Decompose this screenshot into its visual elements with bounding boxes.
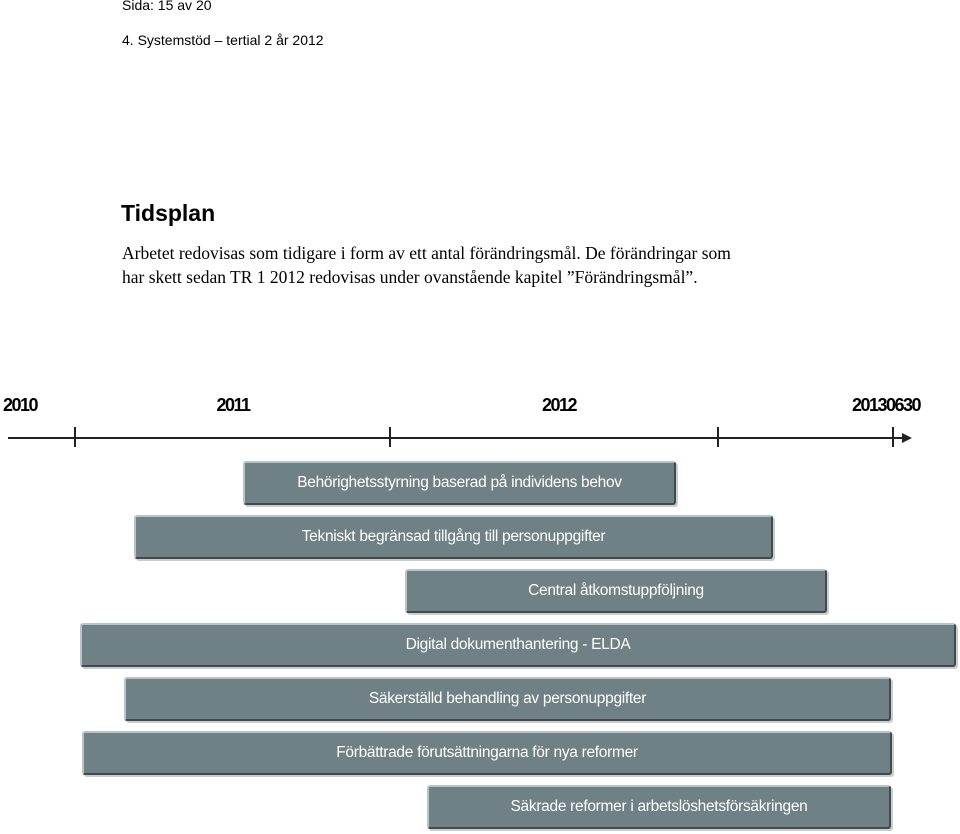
- timeline-bar-digital-dokument: Digital dokumenthantering - ELDA: [80, 623, 956, 667]
- body-paragraph: Arbetet redovisas som tidigare i form av…: [122, 243, 731, 287]
- timeline-tick: [74, 427, 76, 447]
- timeline-bar-forbattrade-forutsattningar: Förbättrade förutsättningarna för nya re…: [82, 731, 892, 775]
- timeline-bar-tekniskt-begransad: Tekniskt begränsad tillgång till personu…: [134, 515, 773, 559]
- timeline-bar-sakrade-reformer: Säkrade reformer i arbetslöshetsförsäkri…: [427, 785, 891, 829]
- page-number: Sida: 15 av 20: [122, 0, 212, 13]
- timeline-bar-sakerstalld-behandling: Säkerställd behandling av personuppgifte…: [124, 677, 891, 721]
- timeline-tick: [389, 427, 391, 447]
- timeline-year-2011: 2011: [216, 395, 251, 415]
- timeline-tick: [892, 427, 894, 447]
- timeline-axis: [8, 437, 906, 439]
- timeline-bar-central-atkomst: Central åtkomstuppföljning: [405, 569, 827, 613]
- section-label: 4. Systemstöd – tertial 2 år 2012: [122, 32, 324, 48]
- timeline-year-2012: 2012: [541, 395, 578, 415]
- timeline-tick: [717, 427, 719, 447]
- timeline-year-2010: 2010: [2, 395, 39, 415]
- timeline-arrow-icon: [902, 433, 912, 443]
- timeline-bar-behorighetsstyrning: Behörighetsstyrning baserad på individen…: [243, 461, 676, 505]
- page-heading: Tidsplan: [121, 200, 216, 226]
- timeline-year-end: 20130630: [851, 395, 922, 415]
